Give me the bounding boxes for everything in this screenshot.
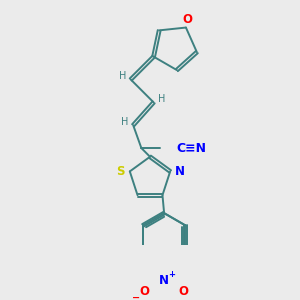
Text: +: + (168, 270, 175, 279)
Text: H: H (121, 117, 129, 127)
Text: O: O (179, 285, 189, 298)
Text: O: O (140, 285, 149, 298)
Text: S: S (116, 165, 124, 178)
Text: N: N (159, 274, 169, 286)
Text: N: N (175, 165, 185, 178)
Text: O: O (183, 13, 193, 26)
Text: H: H (119, 71, 126, 81)
Text: C≡N: C≡N (176, 142, 206, 154)
Text: −: − (132, 293, 140, 300)
Text: H: H (158, 94, 166, 104)
